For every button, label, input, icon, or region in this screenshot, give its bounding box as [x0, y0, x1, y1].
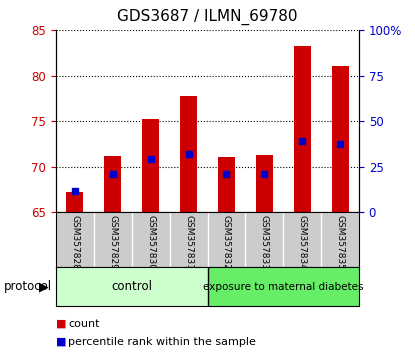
Text: control: control	[111, 280, 152, 293]
Text: GSM357828: GSM357828	[71, 215, 79, 270]
Text: count: count	[68, 319, 100, 329]
Bar	[332, 65, 349, 212]
Text: ■: ■	[56, 337, 66, 347]
Text: GSM357829: GSM357829	[108, 215, 117, 270]
Bar	[142, 119, 159, 212]
Text: GDS3687 / ILMN_69780: GDS3687 / ILMN_69780	[117, 9, 298, 25]
Text: ▶: ▶	[39, 280, 49, 293]
Text: GSM357830: GSM357830	[146, 215, 155, 270]
Bar	[218, 157, 235, 212]
Bar	[56, 267, 208, 306]
Bar	[208, 267, 359, 306]
Text: exposure to maternal diabetes: exposure to maternal diabetes	[203, 282, 364, 292]
Bar	[256, 155, 273, 212]
Text: GSM357831: GSM357831	[184, 215, 193, 270]
Bar	[104, 156, 121, 212]
Bar	[66, 192, 83, 212]
Bar	[294, 46, 311, 212]
Text: GSM357832: GSM357832	[222, 215, 231, 270]
Bar	[180, 96, 197, 212]
Text: ■: ■	[56, 319, 66, 329]
Text: protocol: protocol	[4, 280, 52, 293]
Text: percentile rank within the sample: percentile rank within the sample	[68, 337, 256, 347]
Text: GSM357833: GSM357833	[260, 215, 269, 270]
Text: GSM357834: GSM357834	[298, 215, 307, 270]
Text: GSM357835: GSM357835	[336, 215, 344, 270]
